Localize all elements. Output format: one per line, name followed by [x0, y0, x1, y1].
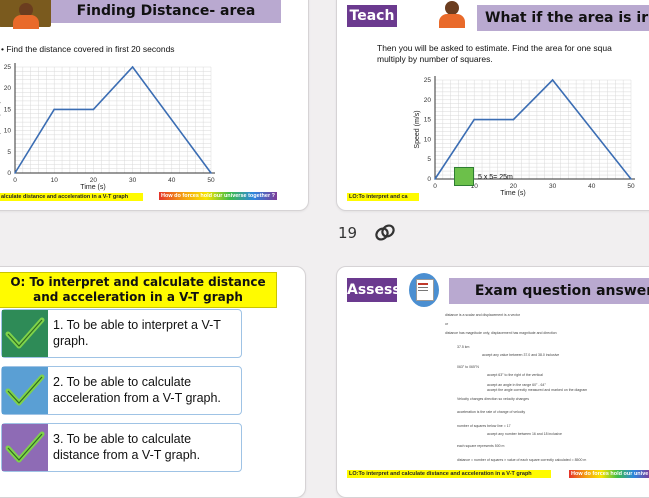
link-icon[interactable]: [373, 222, 397, 244]
mark-scheme-line: or: [445, 322, 449, 326]
x-tick-label: 50: [627, 183, 635, 190]
mark-scheme-line: Velocity changes direction so velocity c…: [457, 397, 529, 401]
y-tick-label: 25: [424, 77, 432, 84]
x-tick-label: 50: [207, 177, 215, 184]
page-number: 19: [338, 224, 358, 242]
objective-row: 2. To be able to calculate acceleration …: [1, 366, 242, 415]
y-tick-label: 0: [7, 170, 11, 177]
y-tick-label: 5: [7, 149, 11, 156]
lo-banner: LO:To interpret and ca: [347, 193, 419, 201]
x-tick-label: 20: [90, 177, 98, 184]
mark-scheme-line: accept 63° to the right of the vertical: [487, 373, 543, 377]
lo-title-banner: O: To interpret and calculate distance a…: [0, 272, 277, 308]
slide-title: Finding Distance- area: [51, 0, 281, 23]
objective-text: 2. To be able to calculate acceleration …: [53, 375, 221, 405]
mark-scheme-line: accept the angle correctly measured and …: [487, 388, 588, 392]
teach-badge: Teach: [347, 5, 397, 27]
x-tick-label: 30: [129, 177, 137, 184]
teacher-avatar: [431, 0, 475, 29]
x-tick-label: 0: [433, 183, 437, 190]
slide-irregular-area[interactable]: Teach What if the area is irregu Then yo…: [336, 0, 649, 211]
speed-series-line: [14, 65, 212, 174]
teacher-avatar: [0, 0, 51, 29]
lo-banner: LO:To interpret and calculate distance a…: [347, 470, 551, 478]
objective-text: 1. To be able to interpret a V-T graph.: [53, 318, 221, 348]
y-tick-label: 10: [4, 128, 12, 135]
x-axis-label: Time (s): [80, 184, 105, 191]
x-tick-label: 10: [471, 183, 479, 190]
data-point: [512, 118, 515, 121]
data-point: [53, 108, 55, 111]
checkmark-icon: [2, 424, 48, 471]
mark-scheme-line: 37.5 km: [457, 345, 470, 349]
green-square: [454, 167, 474, 186]
big-question-banner: How do forces hold our unive: [569, 470, 649, 478]
x-tick-label: 0: [13, 177, 17, 184]
y-tick-label: 15: [424, 117, 432, 124]
exam-paper-icon: [409, 273, 439, 307]
instruction-line-1: Then you will be asked to estimate. Find…: [377, 43, 612, 53]
objective-row: 3. To be able to calculate distance from…: [1, 423, 242, 472]
slide-title: Exam question answer: [449, 278, 649, 304]
data-point: [92, 108, 95, 111]
slide-finding-distance[interactable]: Finding Distance- area • Find the distan…: [0, 0, 309, 211]
data-point: [14, 172, 16, 174]
slide-assess[interactable]: Assess Exam question answer distance is …: [336, 266, 649, 498]
data-point: [434, 178, 436, 180]
mark-scheme-line: distance = number of squares × value of …: [457, 458, 587, 462]
data-point: [473, 118, 475, 121]
x-tick-label: 30: [549, 183, 557, 190]
mark-scheme-line: acceleration is the rate of change of ve…: [457, 410, 526, 414]
x-axis-label: Time (s): [500, 190, 525, 197]
y-tick-label: 20: [4, 85, 12, 92]
y-tick-label: 0: [427, 176, 431, 183]
speed-series-line: [434, 78, 632, 180]
y-tick-label: 25: [4, 64, 12, 71]
data-point: [210, 172, 212, 174]
mark-scheme-line: accept an angle in the range 60° - 64°: [487, 383, 546, 387]
vt-graph-left: 0 10 20 30 40 50 0 5 10 15 20 25 Time (s) Speed (m/s): [0, 63, 215, 191]
big-question-banner: How do forces hold our universe together…: [159, 192, 277, 200]
y-axis-label: Speed (m/s): [0, 101, 1, 139]
y-tick-label: 15: [4, 106, 12, 113]
mark-scheme-line: number of squares below line = 17: [457, 424, 511, 428]
y-tick-label: 5: [427, 156, 431, 163]
objective-row: 1. To be able to interpret a V-T graph.: [1, 309, 242, 358]
mark-scheme-line: accept any number between 16 and 18 incl…: [487, 432, 562, 436]
checkmark-icon: [2, 367, 48, 414]
slide-objectives[interactable]: O: To interpret and calculate distance a…: [0, 266, 306, 498]
objectives-list: 1. To be able to interpret a V-T graph. 2…: [1, 309, 242, 479]
slide-title: What if the area is irregu: [477, 5, 649, 31]
bullet-text: • Find the distance covered in first 20 …: [1, 44, 175, 54]
instruction-line-2: multiply by number of squares.: [377, 54, 493, 64]
y-tick-label: 20: [424, 97, 432, 104]
lo-banner: alculate distance and acceleration in a …: [0, 193, 143, 201]
square-area-label: 5 x 5= 25m: [478, 174, 513, 181]
x-tick-label: 40: [588, 183, 596, 190]
checkmark-icon: [2, 310, 48, 357]
data-point: [630, 178, 632, 180]
objective-text: 3. To be able to calculate distance from…: [53, 432, 201, 462]
mark-scheme-line: 063° to 065°N: [457, 365, 479, 369]
x-tick-label: 40: [168, 177, 176, 184]
lo-title: O: To interpret and calculate distance a…: [10, 275, 266, 304]
y-tick-label: 10: [424, 136, 432, 143]
x-tick-label: 20: [510, 183, 518, 190]
x-tick-label: 10: [51, 177, 59, 184]
mark-scheme-line: each square represents 500 m: [457, 444, 505, 448]
data-point: [551, 79, 554, 81]
y-axis-label: Speed (m/s): [414, 110, 421, 148]
mark-scheme-line: accept any value between 37.0 and 38.0 i…: [482, 353, 560, 357]
bullet-label: Find the distance covered in first 20 se…: [6, 44, 175, 54]
vt-graph-right: 0 10 20 30 40 50 0 5 10 15 20 25 Time (s) Speed (m/s): [414, 76, 635, 197]
assess-badge: Assess: [347, 278, 401, 302]
mark-scheme-line: distance has magnitude only, displacemen…: [445, 331, 557, 335]
mark-scheme: distance is a scalar and displacement is…: [337, 267, 649, 497]
data-point: [131, 66, 134, 68]
mark-scheme-line: distance is a scalar and displacement is…: [445, 313, 521, 317]
